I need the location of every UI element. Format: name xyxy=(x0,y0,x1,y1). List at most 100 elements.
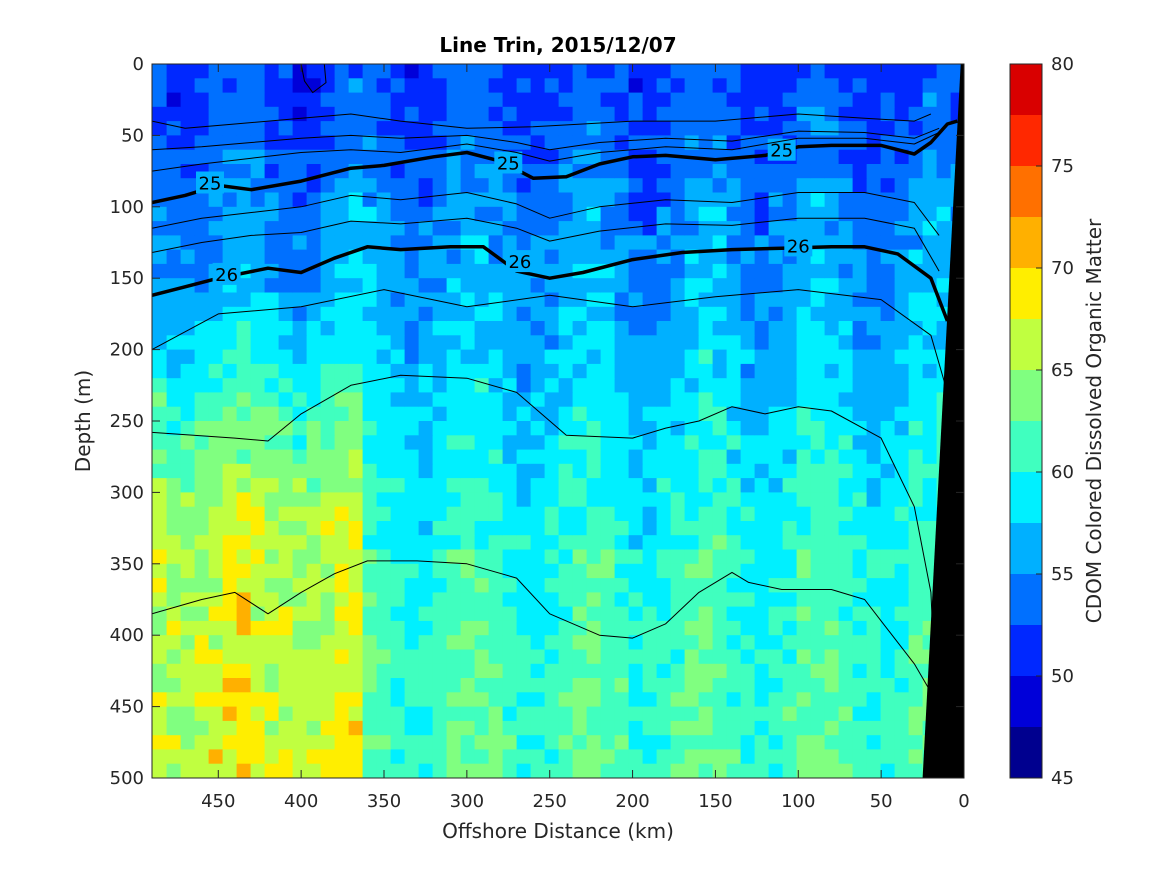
field-cell xyxy=(320,306,335,322)
field-cell xyxy=(488,706,503,722)
field-cell xyxy=(502,492,517,508)
field-cell xyxy=(376,435,391,451)
field-cell xyxy=(726,521,741,536)
field-cell xyxy=(222,421,237,436)
field-cell xyxy=(880,406,895,422)
field-cell xyxy=(460,706,475,722)
field-cell xyxy=(334,135,349,151)
field-cell xyxy=(502,720,517,736)
contour-label-bg xyxy=(505,250,534,273)
field-cell xyxy=(390,521,405,536)
field-cell xyxy=(684,421,699,436)
field-cell xyxy=(502,535,517,551)
field-cell xyxy=(726,649,741,665)
field-cell xyxy=(614,392,629,408)
colorbar-swatch xyxy=(1010,625,1042,676)
field-cell xyxy=(488,635,503,651)
field-cell xyxy=(894,606,909,622)
field-cell xyxy=(530,421,545,436)
field-cell xyxy=(418,178,433,194)
field-cell xyxy=(376,606,391,622)
field-cell xyxy=(166,349,181,365)
field-cell xyxy=(866,735,881,751)
field-cell xyxy=(698,521,713,536)
field-cell xyxy=(460,635,475,651)
field-cell xyxy=(306,735,321,751)
field-cell xyxy=(166,263,181,279)
field-cell xyxy=(152,592,167,608)
field-cell xyxy=(824,64,839,79)
field-cell xyxy=(558,149,573,165)
field-cell xyxy=(376,335,391,351)
y-tick-label: 350 xyxy=(110,554,144,575)
field-cell xyxy=(292,249,307,265)
field-cell xyxy=(446,563,461,579)
field-cell xyxy=(572,492,587,508)
field-cell xyxy=(390,735,405,751)
field-cell xyxy=(194,463,209,479)
field-cell xyxy=(768,278,783,294)
field-cell xyxy=(656,263,671,279)
field-cell xyxy=(488,649,503,665)
field-cell xyxy=(656,720,671,736)
field-cell xyxy=(278,478,293,493)
field-cell xyxy=(390,606,405,622)
field-cell xyxy=(894,720,909,736)
field-cell xyxy=(320,620,335,636)
field-cell xyxy=(292,692,307,708)
field-cell xyxy=(544,392,559,408)
field-cell xyxy=(600,278,615,294)
field-cell xyxy=(866,78,881,94)
field-cell xyxy=(236,249,251,265)
field-cell xyxy=(670,663,685,679)
field-cell xyxy=(908,678,923,693)
field-cell xyxy=(670,549,685,565)
field-cell xyxy=(642,221,657,236)
field-cell xyxy=(894,478,909,493)
field-cell xyxy=(502,449,517,465)
field-cell xyxy=(530,521,545,536)
field-cell xyxy=(446,106,461,122)
field-cell xyxy=(684,78,699,94)
field-cell xyxy=(348,649,363,665)
field-cell xyxy=(670,620,685,636)
field-cell xyxy=(600,178,615,194)
field-cell xyxy=(236,435,251,451)
field-cell xyxy=(180,720,195,736)
field-cell xyxy=(166,106,181,122)
field-cell xyxy=(320,335,335,351)
field-cell xyxy=(544,492,559,508)
field-cell xyxy=(250,478,265,493)
field-cell xyxy=(530,506,545,522)
field-cell xyxy=(376,92,391,108)
field-cell xyxy=(488,349,503,365)
field-cell xyxy=(250,278,265,294)
field-cell xyxy=(894,406,909,422)
field-cell xyxy=(810,306,825,322)
field-cell xyxy=(236,349,251,365)
field-cell xyxy=(726,378,741,394)
field-cell xyxy=(838,321,853,336)
field-cell xyxy=(880,735,895,751)
field-cell xyxy=(754,706,769,722)
field-cell xyxy=(586,378,601,394)
field-cell xyxy=(376,292,391,308)
field-cell xyxy=(740,606,755,622)
field-cell xyxy=(502,663,517,679)
field-cell xyxy=(670,435,685,451)
field-cell xyxy=(586,92,601,108)
field-cell xyxy=(446,164,461,179)
field-cell xyxy=(376,478,391,493)
field-cell xyxy=(698,649,713,665)
field-cell xyxy=(642,121,657,136)
field-cell xyxy=(376,221,391,236)
field-cell xyxy=(726,335,741,351)
field-cell xyxy=(432,178,447,194)
field-cell xyxy=(908,78,923,94)
field-cell xyxy=(726,492,741,508)
field-cell xyxy=(362,392,377,408)
field-cell xyxy=(488,549,503,565)
field-cell xyxy=(516,349,531,365)
field-cell xyxy=(362,663,377,679)
field-cell xyxy=(306,64,321,79)
